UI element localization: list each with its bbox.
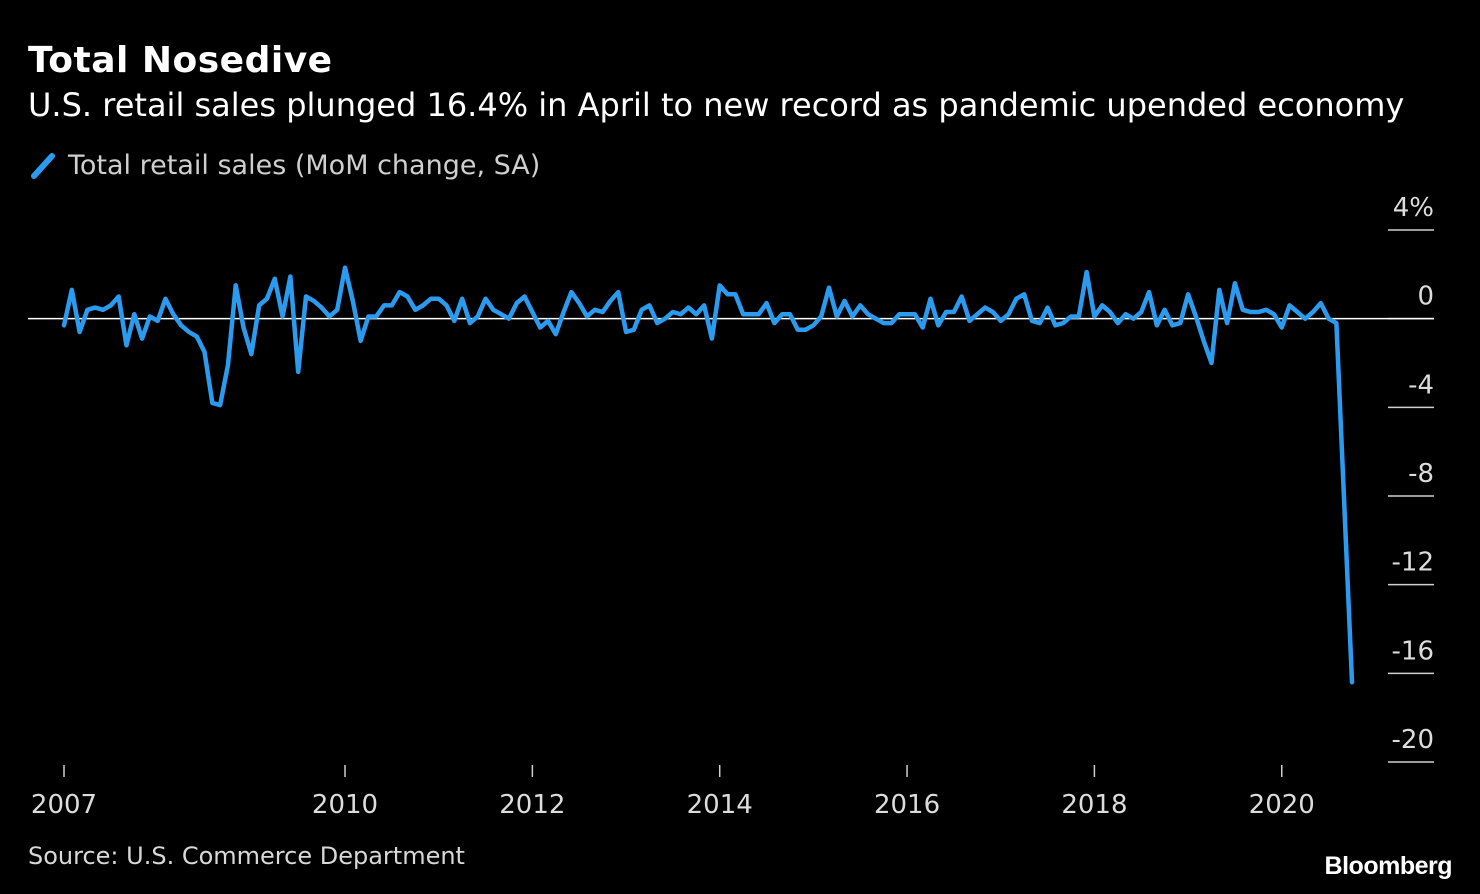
y-tick-label: -12: [1392, 548, 1434, 578]
legend-line-icon: [31, 152, 55, 179]
chart-title: Total Nosedive: [28, 40, 333, 81]
y-tick-label: 4%: [1393, 193, 1434, 223]
series-line-total-retail-sales: [61, 265, 1355, 685]
y-tick: -16: [1388, 636, 1434, 675]
x-tick-label: 2014: [687, 790, 753, 820]
y-tick-label: -16: [1392, 636, 1434, 666]
chart-subtitle: U.S. retail sales plunged 16.4% in April…: [28, 86, 1405, 124]
y-tick-label: -20: [1392, 725, 1434, 755]
source-note: Source: U.S. Commerce Department: [28, 842, 465, 870]
y-tick: 4%: [1388, 193, 1434, 231]
x-tick-label: 2012: [499, 790, 565, 820]
y-tick: -12: [1388, 548, 1434, 586]
x-tick-label: 2007: [31, 790, 97, 820]
legend-label: Total retail sales (MoM change, SA): [68, 150, 541, 181]
y-tick: 0: [1388, 282, 1434, 320]
y-tick: -4: [1388, 370, 1434, 409]
x-tick-label: 2020: [1249, 790, 1315, 820]
y-tick-label: 0: [1417, 282, 1434, 312]
y-tick-label: -8: [1408, 459, 1434, 489]
brand-logo: Bloomberg: [1324, 852, 1453, 880]
x-tick-label: 2016: [874, 790, 940, 820]
legend: Total retail sales (MoM change, SA): [30, 150, 540, 181]
x-tick-label: 2018: [1061, 790, 1127, 820]
x-tick-label: 2010: [312, 790, 378, 820]
y-tick: -20: [1388, 725, 1434, 763]
y-tick-label: -4: [1408, 370, 1434, 400]
y-tick: -8: [1388, 459, 1434, 497]
